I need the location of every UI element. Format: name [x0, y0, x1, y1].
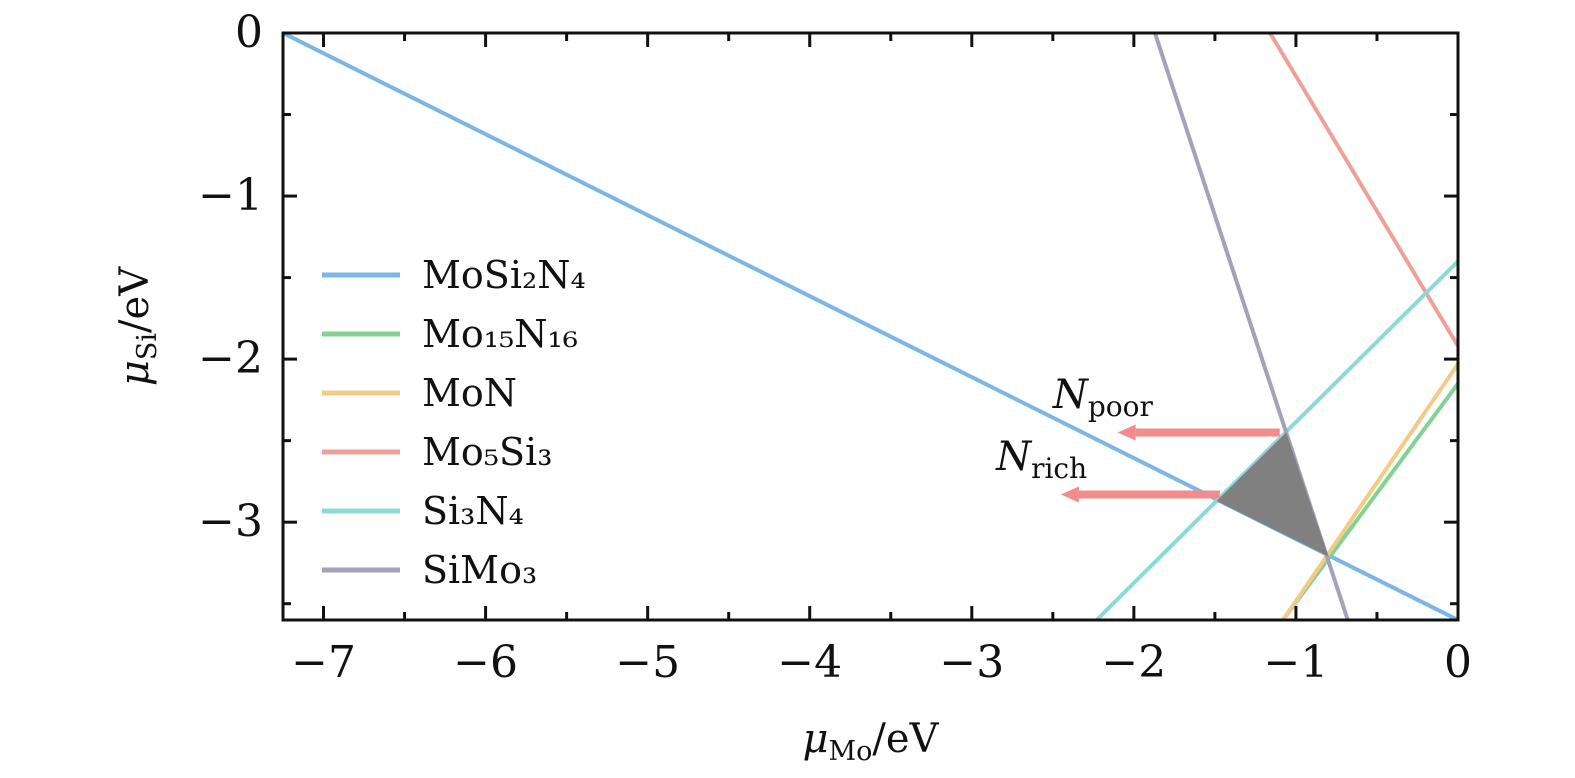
x-tick-label: −3 [939, 637, 1004, 688]
stable-region-layer [1216, 432, 1329, 557]
legend-label-1: Mo₁₅N₁₆ [422, 312, 578, 356]
x-axis-label: μMo/eV [803, 716, 940, 767]
x-tick-label: −1 [1263, 637, 1328, 688]
legend: MoSi₂N₄ Mo₁₅N₁₆ MoN Mo₅Si₃ Si₃N₄ SiMo₃ [322, 253, 586, 592]
x-tick-label: −7 [291, 637, 356, 688]
tick-layer: −7 −6 −5 −4 −3 −2 −1 0 0 −1 −2 −3 [198, 7, 1472, 688]
x-axis-label-unit: /eV [872, 716, 939, 762]
legend-label-5: SiMo₃ [422, 548, 537, 592]
x-tick-label: −4 [777, 637, 842, 688]
x-tick-label: 0 [1444, 637, 1472, 688]
y-tick-label: −2 [198, 333, 263, 384]
annotation-layer: Npoor Nrich [995, 372, 1280, 503]
y-tick-label: −1 [198, 170, 263, 221]
stable-region [1216, 432, 1329, 557]
y-axis-label-sub: Si [132, 333, 163, 360]
x-tick-label: −6 [453, 637, 518, 688]
annotation-arrowhead-rich [1060, 486, 1079, 503]
annotation-label-rich: Nrich [995, 434, 1087, 485]
plot-frame [281, 31, 1460, 622]
legend-label-2: MoN [422, 371, 517, 415]
legend-label-0: MoSi₂N₄ [422, 253, 586, 297]
x-tick-label: −2 [1101, 637, 1166, 688]
annotation-arrowhead-poor [1117, 424, 1136, 441]
y-axis-label-main: μ [112, 360, 158, 386]
annotation-label-poor: Npoor [1052, 372, 1154, 423]
series-line-4 [1095, 259, 1458, 620]
legend-label-3: Mo₅Si₃ [422, 430, 552, 474]
y-axis-label-unit: /eV [112, 266, 158, 333]
series-line-2 [1281, 362, 1458, 620]
x-axis-label-main: μ [803, 716, 829, 762]
y-axis-label: μSi/eV [112, 266, 163, 386]
y-tick-label: −3 [198, 496, 263, 547]
y-tick-label: 0 [235, 7, 263, 58]
x-tick-label: −5 [615, 637, 680, 688]
legend-label-4: Si₃N₄ [422, 489, 524, 533]
x-axis-label-sub: Mo [829, 736, 873, 767]
series-line-3 [1268, 33, 1458, 348]
